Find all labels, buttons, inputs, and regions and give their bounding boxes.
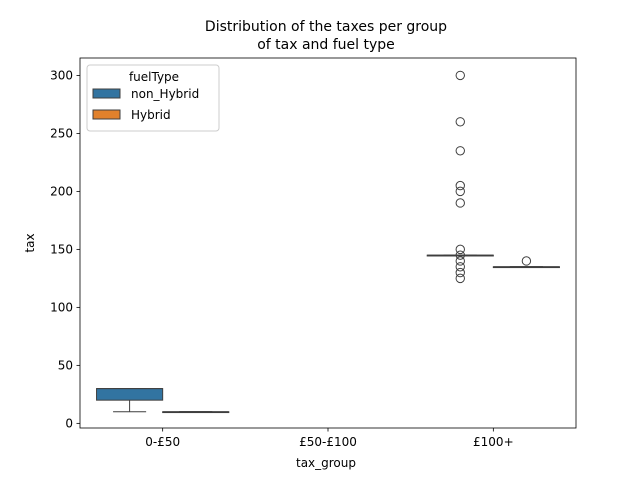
x-tick-label: £100+	[473, 435, 514, 449]
outlier-point	[455, 262, 465, 272]
box-hybrid-2	[492, 256, 560, 269]
x-tick-label: 0-£50	[145, 435, 180, 449]
box-hybrid-0	[162, 411, 230, 414]
y-tick-label: 100	[50, 300, 73, 314]
legend-title: fuelType	[129, 70, 179, 84]
y-tick-label: 150	[50, 242, 73, 256]
outlier-point	[521, 256, 532, 266]
y-axis-label: tax	[23, 233, 37, 252]
outlier-point	[455, 180, 465, 191]
outlier-point	[455, 273, 465, 284]
legend-label-non-hybrid: non_Hybrid	[131, 87, 199, 101]
y-tick-label: 50	[58, 358, 73, 372]
outlier-point	[455, 244, 465, 255]
outlier-point	[455, 186, 465, 197]
chart-title-line-1: Distribution of the taxes per group	[205, 19, 447, 35]
outlier-point	[455, 267, 465, 278]
outlier-point	[455, 198, 465, 208]
outlier-point	[455, 70, 465, 81]
x-tick-label: £50-£100	[299, 435, 357, 449]
y-axis: 0 50 100 150 200 250 300	[50, 68, 80, 430]
box-body	[96, 388, 164, 401]
y-tick-label: 200	[50, 184, 73, 198]
x-axis: 0-£50 £50-£100 £100+	[145, 428, 514, 449]
chart-title: Distribution of the taxes per group of t…	[205, 19, 447, 53]
y-tick-label: 250	[50, 126, 73, 140]
outlier-point	[455, 250, 465, 260]
box-non-hybrid-0	[96, 388, 164, 413]
outlier-point	[455, 146, 465, 156]
legend: fuelType non_Hybrid Hybrid	[86, 64, 220, 132]
box-non-hybrid-2	[426, 70, 494, 284]
outlier-point	[455, 117, 465, 127]
outlier-point	[455, 256, 465, 266]
legend-label-hybrid: Hybrid	[131, 108, 171, 122]
legend-swatch-hybrid	[92, 109, 121, 120]
legend-swatch-non-hybrid	[92, 88, 121, 99]
x-axis-label: tax_group	[296, 456, 356, 470]
y-tick-label: 0	[65, 416, 73, 430]
chart-title-line-2: of tax and fuel type	[257, 37, 395, 53]
y-tick-label: 300	[50, 68, 73, 82]
